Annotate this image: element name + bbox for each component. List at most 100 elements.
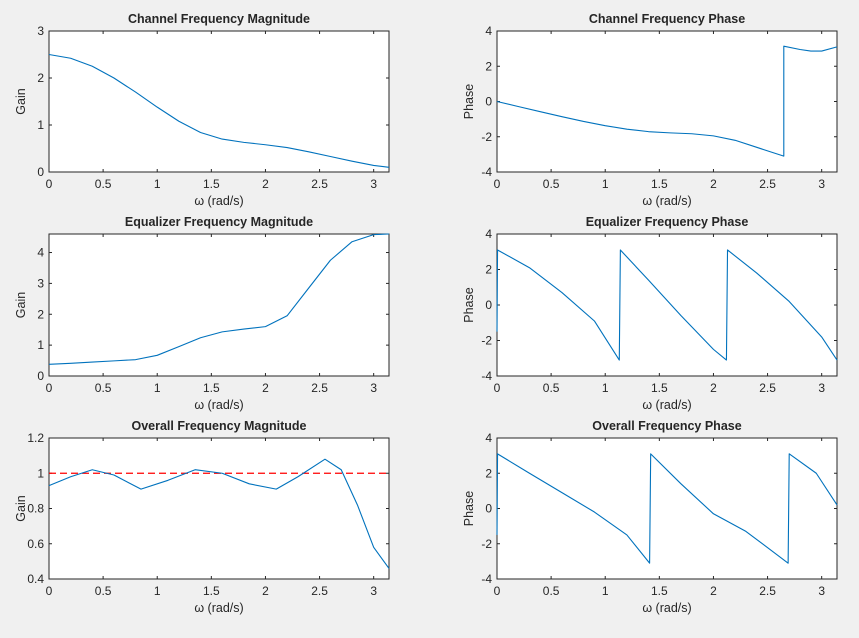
series-line [48, 53, 390, 168]
x-tick-label: 1.5 [203, 381, 220, 395]
x-axis-label: ω (rad/s) [642, 194, 691, 208]
plot-area [496, 30, 838, 173]
y-tick-label: 0.6 [27, 537, 44, 551]
y-tick-label: 0 [37, 369, 44, 383]
plot-area [496, 437, 838, 580]
x-tick-label: 2.5 [311, 177, 328, 191]
x-tick-label: 1 [602, 381, 609, 395]
x-tick-label: 1 [154, 381, 161, 395]
x-tick-label: 1 [154, 177, 161, 191]
y-tick-label: -4 [481, 165, 492, 179]
x-tick-label: 2.5 [311, 381, 328, 395]
x-tick-label: 0.5 [543, 177, 560, 191]
y-tick-label: 1.2 [27, 431, 44, 445]
y-tick-label: 4 [485, 227, 492, 241]
chart-title: Channel Frequency Phase [589, 12, 745, 26]
y-tick-label: 0 [485, 95, 492, 109]
x-axis-label: ω (rad/s) [194, 601, 243, 615]
x-tick-label: 0.5 [543, 584, 560, 598]
x-tick-label: 2 [262, 584, 269, 598]
x-tick-label: 2 [710, 177, 717, 191]
x-tick-label: 1 [602, 584, 609, 598]
x-tick-label: 0 [46, 381, 53, 395]
y-axis-label: Gain [14, 88, 28, 114]
x-tick-label: 2 [710, 381, 717, 395]
y-tick-label: 2 [485, 466, 492, 480]
y-tick-label: -4 [481, 369, 492, 383]
series-line [48, 458, 390, 569]
y-axis-label: Phase [462, 491, 476, 526]
y-tick-label: 0 [485, 502, 492, 516]
chart-title: Equalizer Frequency Phase [586, 215, 749, 229]
y-tick-label: 4 [37, 246, 44, 260]
y-tick-label: 2 [485, 59, 492, 73]
x-tick-label: 3 [370, 381, 377, 395]
y-tick-label: 0.4 [27, 572, 44, 586]
x-tick-label: 3 [818, 177, 825, 191]
x-tick-label: 3 [370, 584, 377, 598]
x-tick-label: 1.5 [203, 177, 220, 191]
x-axis-label: ω (rad/s) [194, 398, 243, 412]
x-tick-label: 1.5 [203, 584, 220, 598]
x-tick-label: 1.5 [651, 584, 668, 598]
chart-title: Overall Frequency Magnitude [131, 419, 306, 433]
plot-area [48, 30, 390, 173]
subplot-5: Overall Frequency Magnitude 0 0.5 1 1.5 2 2.5 3… [14, 419, 390, 615]
y-tick-label: 1 [37, 338, 44, 352]
y-tick-label: 0.8 [27, 502, 44, 516]
y-tick-label: -2 [481, 537, 492, 551]
plot-area [48, 437, 390, 580]
series-line [496, 249, 838, 361]
y-axis-label: Gain [14, 495, 28, 521]
series-line [496, 45, 838, 157]
y-tick-label: 3 [37, 24, 44, 38]
x-tick-label: 1 [602, 177, 609, 191]
x-tick-label: 0 [494, 584, 501, 598]
x-tick-label: 2.5 [759, 584, 776, 598]
series-line [496, 453, 838, 564]
y-tick-label: 0 [37, 165, 44, 179]
x-tick-label: 0.5 [543, 381, 560, 395]
x-tick-label: 3 [818, 381, 825, 395]
x-tick-label: 3 [818, 584, 825, 598]
subplot-1: Channel Frequency Magnitude 0 0.5 1 1.5 2 2.5 3… [14, 12, 390, 208]
x-tick-label: 2.5 [759, 381, 776, 395]
y-axis-label: Phase [462, 84, 476, 119]
y-tick-label: 4 [485, 431, 492, 445]
x-tick-label: 2 [262, 177, 269, 191]
y-tick-label: 0 [485, 298, 492, 312]
chart-title: Overall Frequency Phase [592, 419, 741, 433]
chart-title: Channel Frequency Magnitude [128, 12, 310, 26]
x-tick-label: 0 [494, 381, 501, 395]
subplot-2: Channel Frequency Phase 0 0.5 1 1.5 2 2.5 3 -4 -2… [462, 12, 838, 208]
y-tick-label: 2 [485, 263, 492, 277]
x-tick-label: 0.5 [95, 177, 112, 191]
subplot-4: Equalizer Frequency Phase 0 0.5 1 1.5 2 2.5 3 -4… [462, 215, 838, 412]
y-tick-label: 3 [37, 276, 44, 290]
x-tick-label: 0 [46, 177, 53, 191]
plot-area [48, 233, 390, 377]
x-tick-label: 0 [494, 177, 501, 191]
x-tick-label: 2.5 [311, 584, 328, 598]
x-tick-label: 2 [710, 584, 717, 598]
plot-area [496, 233, 838, 377]
y-axis-label: Gain [14, 292, 28, 318]
y-tick-label: -2 [481, 130, 492, 144]
x-tick-label: 3 [370, 177, 377, 191]
x-tick-label: 1.5 [651, 381, 668, 395]
chart-title: Equalizer Frequency Magnitude [125, 215, 313, 229]
y-tick-label: 1 [37, 118, 44, 132]
series-line [48, 233, 390, 365]
x-tick-label: 1 [154, 584, 161, 598]
x-tick-label: 0 [46, 584, 53, 598]
x-axis-label: ω (rad/s) [194, 194, 243, 208]
x-axis-label: ω (rad/s) [642, 398, 691, 412]
x-tick-label: 2 [262, 381, 269, 395]
x-axis-label: ω (rad/s) [642, 601, 691, 615]
y-tick-label: -2 [481, 334, 492, 348]
y-axis-label: Phase [462, 287, 476, 322]
y-tick-label: 2 [37, 71, 44, 85]
x-tick-label: 2.5 [759, 177, 776, 191]
x-tick-label: 0.5 [95, 584, 112, 598]
